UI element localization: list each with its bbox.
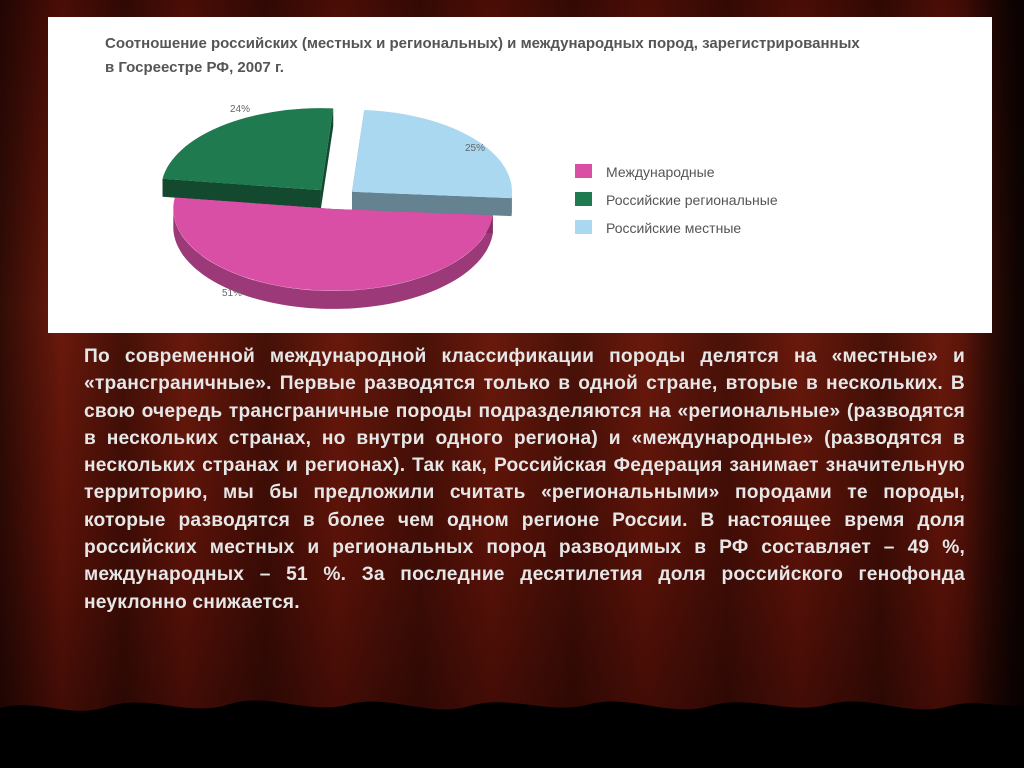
pie-slice-edge — [162, 178, 321, 209]
pie-data-label: 25% — [465, 143, 485, 154]
legend-label: Российские региональные — [606, 192, 778, 208]
pie-slice-side — [511, 192, 512, 217]
pie-data-label: 51% — [222, 288, 242, 299]
legend-label: Международные — [606, 164, 715, 180]
pie-chart: 51% 24% 25% Международные Российские региона… — [162, 104, 778, 309]
pie-slice-edge — [320, 108, 334, 209]
legend-label: Российские местные — [606, 220, 741, 236]
chart-title: Соотношение российских (местных и регион… — [105, 35, 860, 76]
legend-swatch — [575, 192, 592, 206]
legend-swatch — [575, 220, 592, 234]
pie-slice — [162, 108, 334, 191]
slide-body-text: По современной международной классификац… — [84, 346, 965, 613]
pie-slice-edge — [352, 191, 512, 217]
curtain-hem — [0, 700, 1024, 768]
legend-swatch — [575, 164, 592, 178]
pie-slice-side — [173, 211, 493, 309]
pie-data-label: 24% — [230, 104, 250, 115]
pie-slice — [173, 197, 493, 291]
pie-slice — [352, 110, 512, 199]
